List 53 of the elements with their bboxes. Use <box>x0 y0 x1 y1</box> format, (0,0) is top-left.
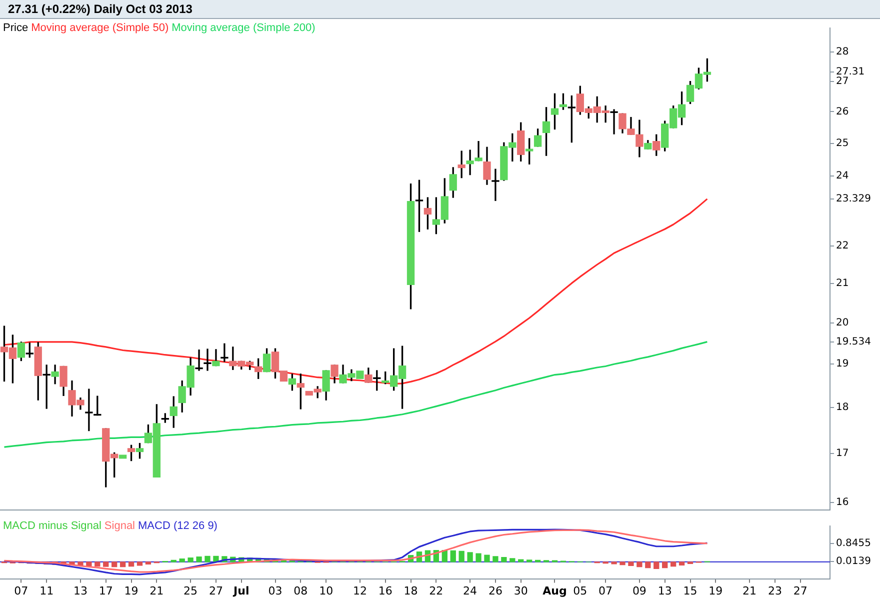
y-tick-label: 27 <box>836 76 849 87</box>
y-tick-label: 24 <box>836 170 849 182</box>
x-tick-label: 03 <box>268 584 282 598</box>
y-tick-label: 28 <box>836 46 849 58</box>
x-tick-label: 17 <box>98 584 113 598</box>
y-tick-label: 16 <box>836 497 849 508</box>
y-tick-label: 26 <box>836 106 849 118</box>
x-tick-label: Aug <box>542 584 567 598</box>
x-tick-label: 15 <box>683 584 698 598</box>
text: Moving average (Simple 200) <box>172 22 316 34</box>
x-tick-label: 21 <box>150 584 164 598</box>
x-tick-label: 08 <box>294 584 308 598</box>
x-tick-label: 22 <box>429 584 444 598</box>
x-tick-label: 23 <box>768 584 782 598</box>
chart-title: 27.31 (+0.22%) Daily Oct 03 2013 <box>0 0 880 19</box>
x-tick-label: 09 <box>632 584 646 598</box>
y-tick-label: 22 <box>836 240 849 252</box>
x-tick-label: 24 <box>463 584 478 598</box>
y-tick-label: 17 <box>836 448 849 460</box>
text: MACD (12 26 9) <box>138 520 218 532</box>
x-tick-label: Jul <box>232 584 250 598</box>
x-tick-label: 25 <box>184 584 198 598</box>
x-tick-label: 13 <box>658 584 672 598</box>
x-tick-label: 26 <box>488 584 502 598</box>
y-tick-label: 27.31 <box>836 66 865 78</box>
x-tick-label: 27 <box>793 584 808 598</box>
x-tick-label: 21 <box>742 584 757 598</box>
y-tick-label: 0.8455 <box>836 538 871 549</box>
x-tick-label: 19 <box>708 584 723 598</box>
y-tick-label: 19 <box>836 358 849 370</box>
x-tick-label: 30 <box>514 584 528 598</box>
x-tick-label: 07 <box>14 584 28 598</box>
x-tick-label: 10 <box>319 584 334 598</box>
y-tick-label: 25 <box>836 138 849 149</box>
text: Signal <box>104 520 135 532</box>
text: Moving average (Simple 50) <box>31 22 169 34</box>
x-tick-label: 07 <box>598 584 613 598</box>
x-tick-label: 19 <box>124 584 138 598</box>
y-tick-label: 18 <box>836 402 849 414</box>
x-tick-label: 11 <box>40 584 54 598</box>
x-tick-label: 05 <box>573 584 588 598</box>
text: MACD minus Signal <box>3 520 102 532</box>
y-tick-label: 20 <box>836 317 849 328</box>
x-tick-label: 12 <box>352 584 367 598</box>
x-tick-label: 13 <box>73 584 88 598</box>
y-tick-label: 23.329 <box>836 194 871 205</box>
y-tick-label: 21 <box>836 278 849 290</box>
text: Price <box>3 22 28 34</box>
x-tick-label: 16 <box>378 584 392 598</box>
x-tick-label: 18 <box>404 584 418 598</box>
y-tick-label: 19.534 <box>836 336 871 348</box>
y-tick-label: 0.0139 <box>836 556 871 568</box>
x-tick-label: 27 <box>208 584 223 598</box>
